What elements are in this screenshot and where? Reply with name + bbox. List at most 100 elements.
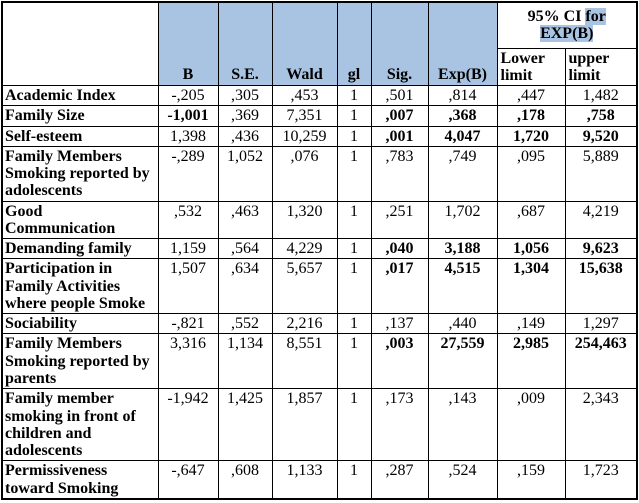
table-row: Family Members Smoking reported by adole…	[1, 145, 638, 202]
row-label: Academic Index	[1, 85, 159, 107]
value-cell: ,095	[496, 145, 566, 202]
ci-title-highlight-for: for	[585, 7, 606, 25]
value-cell: 9,623	[564, 238, 638, 260]
value-cell: 1	[336, 105, 372, 127]
value-cell: ,453	[271, 85, 338, 107]
value-cell: 1,304	[496, 258, 566, 315]
row-label: Participation in Family Activities where…	[1, 258, 159, 315]
value-cell: 1,720	[496, 125, 566, 147]
value-cell: 2,216	[271, 313, 338, 335]
table-row: Participation in Family Activities where…	[1, 258, 638, 315]
table-row: Academic Index -,205,305,453 1,501,814,447…	[1, 85, 638, 107]
value-cell: ,749	[427, 145, 498, 202]
value-cell: ,783	[370, 145, 429, 202]
table-row: Family Members Smoking reported by paren…	[1, 333, 638, 390]
value-cell: ,003	[370, 333, 429, 390]
value-cell: 1	[336, 200, 372, 240]
header-row-limits: Lower limit upper limit	[2, 47, 638, 87]
value-cell: ,159	[496, 460, 566, 500]
value-cell: ,178	[496, 105, 566, 127]
value-cell: 8,551	[271, 333, 338, 390]
value-cell: ,009	[496, 388, 566, 462]
value-cell: 2,343	[564, 388, 638, 462]
row-label: Sociability	[1, 313, 159, 335]
value-cell: 1	[336, 85, 372, 107]
column-header-sig: Sig.	[370, 1, 429, 87]
value-cell: ,287	[370, 460, 429, 500]
value-cell: ,687	[496, 200, 566, 240]
value-cell: ,007	[370, 105, 429, 127]
table-row: Sociability -,821,552 2,216 1,137,440,149 1,…	[1, 313, 638, 335]
value-cell: ,251	[370, 200, 429, 240]
value-cell: ,040	[370, 238, 429, 260]
value-cell: 1,134	[217, 333, 273, 390]
value-cell: 4,515	[427, 258, 498, 315]
value-cell: ,524	[427, 460, 498, 500]
value-cell: 1,482	[564, 85, 638, 107]
value-cell: 9,520	[564, 125, 638, 147]
value-cell: ,634	[217, 258, 273, 315]
table-row: Family Size -1,001,369 7,351 1,007,368,178,…	[1, 105, 638, 127]
row-label: Family Size	[1, 105, 159, 127]
ci-spanning-header: 95% CI for EXP(B)	[496, 1, 638, 49]
value-cell: 15,638	[564, 258, 638, 315]
value-cell: 1,702	[427, 200, 498, 240]
value-cell: 1,425	[217, 388, 273, 462]
value-cell: 1	[336, 313, 372, 335]
value-cell: ,076	[271, 145, 338, 202]
ci-title-highlight-expb: EXP(B)	[540, 25, 594, 43]
value-cell: 1,320	[271, 200, 338, 240]
value-cell: 1,507	[157, 258, 219, 315]
row-label: Permissiveness toward Smoking	[1, 460, 159, 500]
row-label: Family member smoking in front of childr…	[1, 388, 159, 462]
value-cell: 1	[336, 145, 372, 202]
row-label: Family Members Smoking reported by paren…	[1, 333, 159, 390]
column-header-upper-limit: upper limit	[564, 47, 638, 87]
column-header-gl: gl	[336, 1, 372, 87]
value-cell: 1,398	[157, 125, 219, 147]
table-body: Academic Index -,205,305,453 1,501,814,447…	[1, 85, 638, 500]
row-label: Good Communication	[1, 200, 159, 240]
value-cell: 1	[336, 258, 372, 315]
value-cell: ,017	[370, 258, 429, 315]
value-cell: ,447	[496, 85, 566, 107]
value-cell: ,001	[370, 125, 429, 147]
corner-empty-cell	[1, 1, 159, 87]
value-cell: 5,889	[564, 145, 638, 202]
row-label: Self-esteem	[1, 125, 159, 147]
value-cell: ,463	[217, 200, 273, 240]
column-header-expb: Exp(B)	[427, 1, 498, 87]
column-header-b: B	[157, 1, 219, 87]
value-cell: 4,047	[427, 125, 498, 147]
value-cell: ,137	[370, 313, 429, 335]
value-cell: ,552	[217, 313, 273, 335]
value-cell: 1	[336, 333, 372, 390]
value-cell: ,814	[427, 85, 498, 107]
table-row: Demanding family 1,159,564 4,229 1,040 3,188…	[1, 238, 638, 260]
value-cell: 27,559	[427, 333, 498, 390]
table-row: Permissiveness toward Smoking -,647,608 1,…	[1, 460, 638, 500]
value-cell: 4,219	[564, 200, 638, 240]
value-cell: 1,056	[496, 238, 566, 260]
row-label: Demanding family	[1, 238, 159, 260]
value-cell: ,501	[370, 85, 429, 107]
value-cell: ,143	[427, 388, 498, 462]
value-cell: 1,159	[157, 238, 219, 260]
value-cell: ,440	[427, 313, 498, 335]
column-header-wald: Wald	[271, 1, 338, 87]
value-cell: ,368	[427, 105, 498, 127]
value-cell: ,436	[217, 125, 273, 147]
ci-title-prefix: 95% CI	[527, 7, 586, 25]
value-cell: 7,351	[271, 105, 338, 127]
header-row-top: B S.E. Wald gl Sig. Exp(B) 95% CI for EXP…	[1, 1, 638, 87]
table-row: Family member smoking in front of childr…	[1, 388, 638, 462]
table-header: B S.E. Wald gl Sig. Exp(B) 95% CI for EXP…	[1, 1, 638, 87]
value-cell: -,205	[157, 85, 219, 107]
value-cell: 1,297	[564, 313, 638, 335]
column-header-se: S.E.	[217, 1, 273, 87]
value-cell: ,564	[217, 238, 273, 260]
table-row: Good Communication ,532,463 1,320 1,251 1,70…	[1, 200, 638, 240]
column-header-lower-limit: Lower limit	[496, 47, 566, 87]
value-cell: 10,259	[271, 125, 338, 147]
